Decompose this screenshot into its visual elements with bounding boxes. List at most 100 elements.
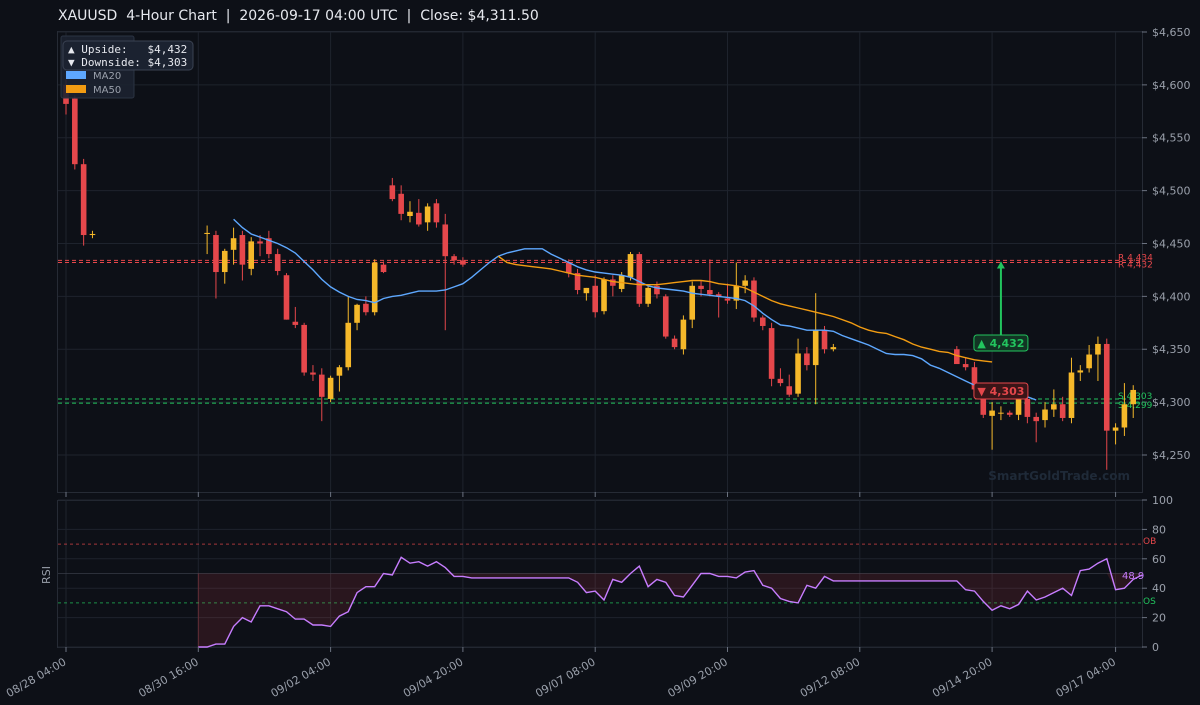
candle-body xyxy=(380,264,387,273)
rsi-tick-label: 60 xyxy=(1152,553,1166,566)
candle-body xyxy=(592,285,598,313)
candle-body xyxy=(327,377,334,399)
candle-body xyxy=(1006,412,1013,415)
candle-body xyxy=(821,330,828,350)
rsi-tick-label: 80 xyxy=(1152,523,1166,536)
candle-body xyxy=(301,324,307,373)
price-tick-label: $4,450 xyxy=(1152,237,1191,250)
legend-ma50-swatch xyxy=(66,85,86,93)
candle-body xyxy=(698,285,704,289)
candle-body xyxy=(1059,404,1066,418)
candle-body xyxy=(1033,416,1039,422)
downside-target-label: ▼ 4,303 xyxy=(977,385,1024,398)
chart-title: XAUUSD 4-Hour Chart | 2026-09-17 04:00 U… xyxy=(58,8,539,24)
candle-body xyxy=(1130,389,1137,405)
candle-body xyxy=(715,294,722,297)
moving-averages xyxy=(233,218,1037,401)
rsi-tick-label: 100 xyxy=(1152,494,1173,507)
x-tick-label: 09/04 20:00 xyxy=(401,655,465,700)
candle-body xyxy=(574,273,581,291)
x-tick-label: 08/30 16:00 xyxy=(136,655,200,700)
x-tick-label: 09/07 08:00 xyxy=(533,655,597,700)
watermark: SmartGoldTrade.com xyxy=(988,469,1130,483)
rsi-last-value: 48.9 xyxy=(1122,571,1144,582)
candle-body xyxy=(1051,404,1057,410)
candle-body xyxy=(724,298,731,301)
x-tick-label: 09/17 04:00 xyxy=(1054,655,1118,700)
x-tick-label: 09/14 20:00 xyxy=(930,655,994,700)
target-annotations: ▲ 4,432 ▼ 4,303 xyxy=(973,261,1029,400)
price-tick-label: $4,650 xyxy=(1152,26,1191,39)
candle-body xyxy=(830,347,837,350)
x-tick-label: 09/02 04:00 xyxy=(269,655,333,700)
levels-box: ▲ Upside: $4,432 ▼ Downside: $4,303 xyxy=(62,40,194,71)
candle-body xyxy=(354,304,360,323)
rsi-shading xyxy=(198,573,1143,647)
candle-body xyxy=(768,328,775,379)
x-tick-label: 09/12 08:00 xyxy=(798,655,862,700)
upside-arrow-head xyxy=(996,261,1005,269)
rsi-axis-label: RSI xyxy=(40,566,53,584)
candle-body xyxy=(689,285,696,320)
candle-body xyxy=(707,290,713,295)
candle-body xyxy=(777,378,784,384)
x-tick-label: 09/09 20:00 xyxy=(666,655,730,700)
x-tick-label: 08/28 04:00 xyxy=(4,655,68,700)
candle-body xyxy=(998,412,1004,414)
ma50-line xyxy=(497,255,993,363)
rsi-series: 48.9 xyxy=(197,556,1144,648)
candle-body xyxy=(759,317,766,326)
candle-body xyxy=(239,235,246,265)
candle-body xyxy=(1068,372,1075,418)
candle-body xyxy=(345,322,352,368)
candle-body xyxy=(1024,398,1031,417)
candle-body xyxy=(416,212,422,225)
price-tick-label: $4,400 xyxy=(1152,290,1191,303)
candle-body xyxy=(1103,343,1110,431)
candle-body xyxy=(204,232,210,234)
upside-target-box xyxy=(973,334,1029,352)
candle-body xyxy=(610,279,616,286)
legend-ma20-swatch xyxy=(66,71,86,79)
price-tick-label: $4,550 xyxy=(1152,132,1191,145)
candle-body xyxy=(733,285,740,301)
candle-body xyxy=(989,410,995,416)
candle-body xyxy=(460,260,466,265)
candle-body xyxy=(565,262,572,274)
level-label: S 4,299 xyxy=(1118,401,1153,411)
candle-body xyxy=(662,296,669,337)
candle-body xyxy=(80,164,87,236)
rsi-tick-label: 40 xyxy=(1152,582,1166,595)
candle-body xyxy=(72,98,78,165)
candle-body xyxy=(627,254,634,278)
legend-ma50-label: MA50 xyxy=(93,85,121,96)
upside-label: ▲ Upside: $4,432 xyxy=(68,43,187,56)
candle-body xyxy=(1042,409,1048,421)
candle-body xyxy=(407,211,413,216)
upside-target-label: ▲ 4,432 xyxy=(977,337,1024,350)
candle-body xyxy=(804,353,810,366)
candle-body xyxy=(451,256,457,261)
candle-body xyxy=(971,367,978,390)
candle-body xyxy=(336,367,343,376)
rsi-tick-label: 0 xyxy=(1152,641,1159,654)
price-tick-label: $4,250 xyxy=(1152,449,1191,462)
x-axis: 08/28 04:00 08/30 16:00 09/02 04:00 09/04 2… xyxy=(4,492,1118,700)
candle-body xyxy=(424,206,431,223)
candle-body xyxy=(442,224,449,257)
rsi-line xyxy=(198,556,1143,648)
candle-body xyxy=(318,374,325,397)
overbought-label: OB xyxy=(1143,537,1156,547)
candle-body xyxy=(221,250,228,273)
price-tick-label: $4,600 xyxy=(1152,79,1191,92)
legend-ma20-label: MA20 xyxy=(93,71,121,82)
candle-body xyxy=(812,330,819,366)
candle-body xyxy=(230,238,237,250)
candle-body xyxy=(389,185,396,200)
candle-body xyxy=(1112,427,1119,431)
candle-body xyxy=(398,193,404,214)
downside-label: ▼ Downside: $4,303 xyxy=(68,56,187,69)
candle-body xyxy=(248,241,255,269)
candle-body xyxy=(213,235,219,273)
